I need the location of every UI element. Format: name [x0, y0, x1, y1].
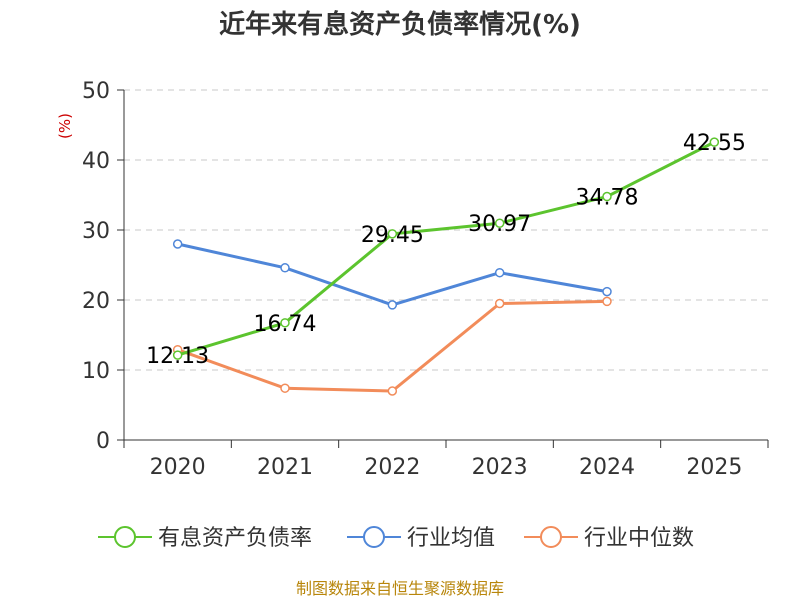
series-line-0	[176, 140, 716, 357]
series-1	[172, 239, 612, 310]
chart-title: 近年来有息资产负债率情况(%)	[219, 9, 581, 40]
x-tick-label-2022: 2022	[364, 455, 420, 480]
series-2	[172, 296, 612, 396]
legend-item-2: 行业中位数	[524, 526, 694, 551]
axes: 0 10 20 30 40 50 2020 2021 2022 2023 2024 2025	[82, 79, 769, 480]
data-label-0-3: 30.97	[468, 212, 531, 237]
legend-swatch-marker-2	[540, 526, 562, 548]
y-tick-label-40: 40	[82, 149, 110, 174]
data-point-2-2	[387, 386, 398, 396]
data-point-0-2	[387, 229, 398, 239]
data-point-2-1	[280, 383, 290, 393]
data-label-0-4: 34.78	[576, 186, 639, 211]
data-label-0-1: 16.74	[254, 312, 317, 337]
y-tick-label-10: 10	[82, 359, 110, 384]
data-point-0-0	[172, 350, 183, 360]
legend-label-2: 行业中位数	[584, 526, 694, 551]
data-label-0-2: 29.45	[361, 223, 424, 248]
legend-item-1: 行业均值	[347, 526, 495, 551]
series-0: 12.13 16.74 29.45 30.97 34.78 42.55	[146, 131, 746, 369]
data-point-0-1	[280, 318, 290, 328]
y-axis-unit: (%)	[56, 113, 74, 139]
data-point-1-3	[494, 267, 505, 278]
y-tick-label-20: 20	[82, 289, 110, 314]
data-point-1-2	[387, 300, 398, 310]
data-point-1-4	[602, 286, 612, 297]
data-point-1-1	[280, 263, 290, 273]
x-tick-label-2021: 2021	[257, 455, 313, 480]
y-tick-label-30: 30	[82, 219, 110, 244]
data-point-2-4	[602, 296, 612, 307]
legend-item-0: 有息资产负债率	[98, 526, 312, 551]
x-tick-label-2024: 2024	[579, 455, 635, 480]
x-tick-label-2025: 2025	[686, 455, 742, 480]
legend-label-0: 有息资产负债率	[158, 526, 312, 551]
legend: 有息资产负债率 行业均值 行业中位数	[98, 526, 694, 551]
legend-label-1: 行业均值	[407, 526, 495, 551]
series-line-1	[176, 242, 609, 307]
data-point-0-3	[494, 218, 505, 228]
data-point-2-3	[494, 298, 505, 309]
data-point-1-0	[172, 239, 183, 249]
legend-swatch-marker-0	[114, 526, 136, 548]
x-tick-label-2020: 2020	[150, 455, 206, 480]
series-layer: 12.13 16.74 29.45 30.97 34.78 42.55	[146, 131, 746, 396]
legend-swatch-marker-1	[363, 526, 385, 548]
source-note: 制图数据来自恒生聚源数据库	[296, 579, 504, 598]
series-line-2	[176, 299, 609, 393]
y-tick-label-50: 50	[82, 79, 110, 104]
data-label-0-0: 12.13	[146, 344, 209, 369]
data-point-0-4	[602, 191, 612, 202]
y-tick-label-0: 0	[96, 429, 110, 454]
data-point-0-5	[709, 137, 720, 147]
x-tick-label-2023: 2023	[472, 455, 528, 480]
data-label-0-5: 42.55	[683, 131, 746, 156]
